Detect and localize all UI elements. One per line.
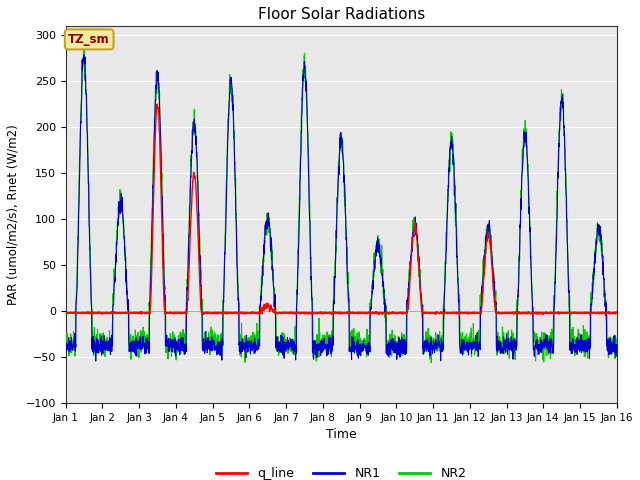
NR1 [61, 342, 69, 348]
NR2 [216, 342, 223, 348]
NR2 [580, 349, 588, 355]
Legend: q_line, NR1, NR2: q_line, NR1, NR2 [211, 462, 471, 480]
NR2 [80, 46, 88, 51]
NR1 [80, 52, 88, 58]
Y-axis label: PAR (umol/m2/s), Rnet (W/m2): PAR (umol/m2/s), Rnet (W/m2) [7, 124, 20, 305]
Line: q_line: q_line [65, 104, 617, 314]
q_line [564, 310, 572, 316]
NR1 [370, 269, 378, 275]
NR2 [428, 360, 435, 366]
NR1 [358, 345, 365, 350]
NR2 [613, 354, 621, 360]
NR1 [92, 358, 100, 364]
q_line [307, 312, 315, 317]
q_line [154, 101, 161, 107]
Title: Floor Solar Radiations: Floor Solar Radiations [257, 7, 425, 22]
q_line [216, 310, 223, 316]
NR2 [61, 337, 69, 343]
NR1 [613, 353, 621, 359]
Line: NR1: NR1 [65, 55, 617, 361]
q_line [613, 311, 621, 316]
Text: TZ_sm: TZ_sm [68, 33, 110, 46]
NR2 [357, 343, 365, 348]
q_line [580, 311, 588, 316]
NR2 [369, 267, 377, 273]
NR1 [502, 349, 509, 355]
q_line [502, 311, 509, 316]
X-axis label: Time: Time [326, 429, 356, 442]
NR1 [580, 339, 588, 345]
NR1 [564, 289, 572, 295]
q_line [370, 310, 378, 316]
Line: NR2: NR2 [65, 48, 617, 363]
NR1 [216, 345, 223, 350]
NR2 [564, 275, 572, 281]
q_line [358, 310, 365, 316]
q_line [61, 310, 69, 316]
NR2 [502, 336, 509, 342]
